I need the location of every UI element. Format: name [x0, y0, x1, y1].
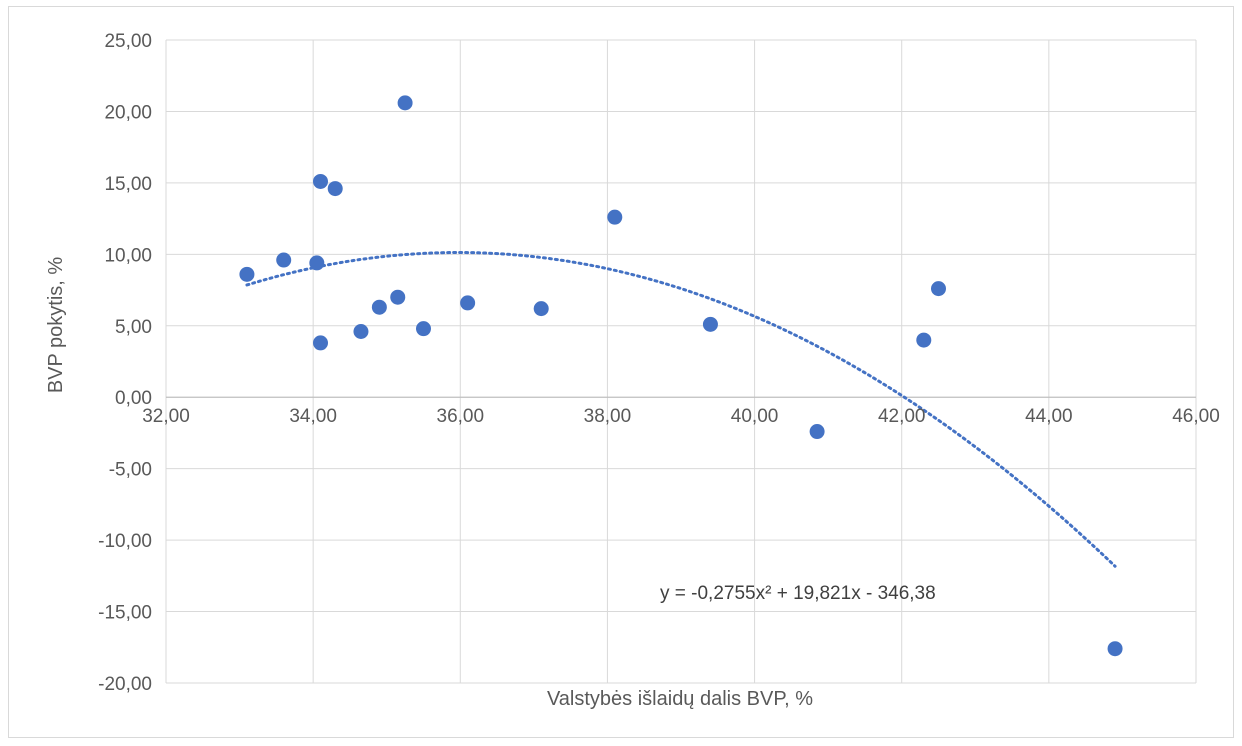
data-point: [702, 316, 718, 332]
y-tick-label: 20,00: [104, 102, 152, 123]
data-point: [327, 181, 343, 197]
y-tick-label: 0,00: [115, 388, 152, 409]
x-tick-label: 44,00: [1025, 406, 1073, 427]
data-point: [397, 95, 413, 111]
x-tick-label: 40,00: [731, 406, 779, 427]
y-tick-label: 15,00: [104, 174, 152, 195]
grid-lines: [165, 39, 1197, 684]
y-tick-labels: 25,00 20,00 15,00 10,00 5,00 0,00 -5,00 -10,00 -…: [98, 31, 152, 695]
data-point: [239, 266, 255, 282]
y-tick-label: -15,00: [98, 603, 152, 624]
data-point: [931, 281, 946, 297]
data-point: [276, 252, 292, 268]
y-tick-label: 25,00: [104, 31, 152, 52]
x-tick-labels: 32,00 34,00 36,00 38,00 40,00 42,00 44,00 46,00: [142, 406, 1220, 427]
trendline-group: [245, 250, 1117, 568]
data-point: [371, 299, 387, 315]
data-point: [460, 295, 476, 311]
data-point: [809, 424, 825, 440]
x-tick-label: 46,00: [1172, 406, 1220, 427]
y-tick-label: -5,00: [109, 460, 152, 481]
x-tick-label: 34,00: [289, 406, 337, 427]
data-point: [607, 209, 623, 225]
x-tick-label: 38,00: [584, 406, 632, 427]
x-tick-label: 42,00: [878, 406, 926, 427]
x-axis-title: Valstybės išlaidų dalis BVP, %: [547, 688, 813, 710]
y-tick-label: 5,00: [115, 317, 152, 338]
x-tick-label: 36,00: [437, 406, 485, 427]
y-tick-label: 10,00: [104, 245, 152, 266]
data-points: [239, 95, 1123, 657]
data-point: [416, 321, 431, 337]
data-point: [916, 332, 932, 348]
data-point: [390, 289, 406, 305]
x-tick-label: 32,00: [142, 406, 190, 427]
data-point: [353, 323, 369, 339]
trendline: [245, 250, 1117, 568]
trendline-equation: y = -0,2755x² + 19,821x - 346,38: [660, 583, 936, 604]
data-point: [313, 335, 328, 351]
data-point: [1107, 641, 1123, 657]
data-point: [313, 173, 328, 189]
y-axis-title: BVP pokytis, %: [45, 257, 67, 394]
y-tick-label: -20,00: [98, 674, 152, 695]
y-tick-label: -10,00: [98, 531, 152, 552]
chart-frame: [8, 6, 1234, 738]
data-point: [533, 301, 549, 317]
data-point: [309, 255, 325, 271]
